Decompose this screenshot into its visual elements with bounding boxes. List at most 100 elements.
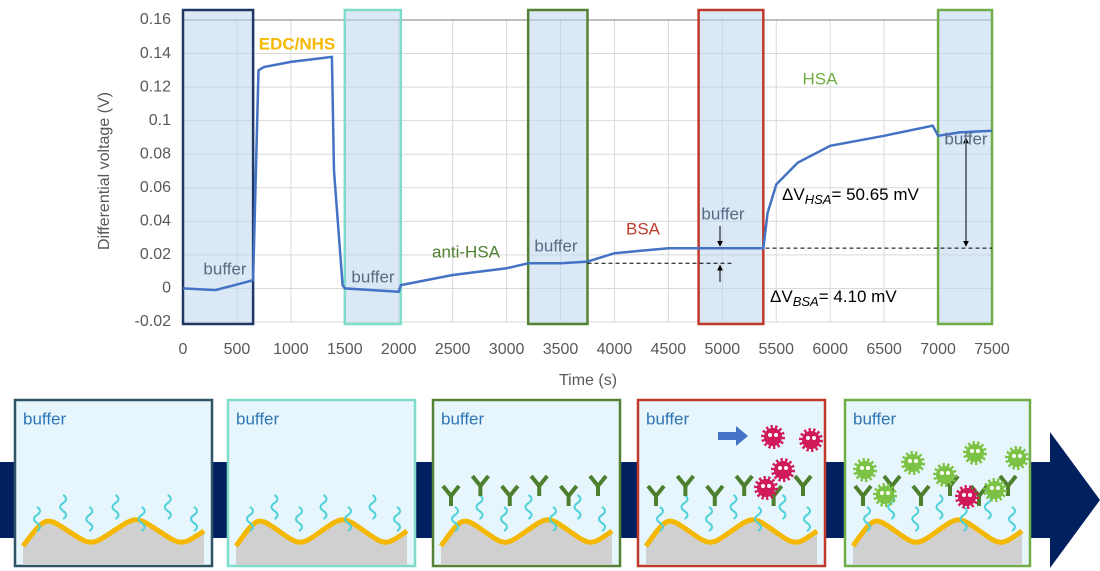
annotation: anti-HSA	[432, 242, 501, 261]
linker	[163, 494, 172, 520]
annotation: buffer	[701, 204, 745, 223]
y-tick-label: 0.1	[149, 112, 171, 129]
x-tick-label: 2000	[381, 341, 417, 358]
x-tick-label: 4500	[651, 341, 687, 358]
x-tick-label: 5500	[758, 341, 794, 358]
protein	[933, 463, 957, 487]
linker	[111, 494, 120, 520]
annotation: buffer	[534, 236, 578, 255]
x-axis-label: Time (s)	[559, 372, 617, 389]
protein-eye	[806, 436, 810, 440]
linker	[59, 494, 68, 520]
y-tick-label: -0.02	[135, 313, 172, 330]
antibody	[559, 484, 579, 506]
delta-prefix: ΔV	[770, 287, 793, 306]
protein-eye	[880, 491, 884, 495]
linker	[573, 494, 582, 520]
delta-subscript: BSA	[793, 294, 819, 309]
linker	[1008, 506, 1016, 532]
x-tick-label: 3500	[543, 341, 579, 358]
antibody	[500, 484, 520, 506]
antibody	[911, 484, 931, 506]
y-tick-label: 0.16	[140, 11, 171, 28]
linker	[190, 506, 198, 532]
linker	[803, 506, 811, 532]
protein-eye	[990, 486, 994, 490]
protein-eye	[778, 466, 782, 470]
annotation: buffer	[351, 267, 395, 286]
linker	[270, 494, 279, 520]
y-axis-label: Differential voltage (V)	[96, 92, 113, 250]
x-tick-label: 6000	[812, 341, 848, 358]
protein	[853, 458, 877, 482]
annotation: EDC/NHS	[259, 34, 336, 53]
panel-label: buffer	[853, 409, 897, 428]
protein-eye	[812, 436, 816, 440]
linker	[319, 494, 328, 520]
linker	[680, 494, 689, 520]
antibody	[588, 474, 608, 496]
linker	[524, 494, 533, 520]
antibody	[646, 484, 666, 506]
y-tick-label: 0.04	[140, 213, 171, 230]
delta-label: ΔVBSA= 4.10 mV	[770, 287, 897, 309]
protein-eye	[1012, 454, 1016, 458]
linker	[959, 506, 968, 532]
linker	[887, 494, 896, 520]
panel-label: buffer	[646, 409, 690, 428]
protein-eye	[996, 486, 1000, 490]
protein-eye	[761, 484, 765, 488]
protein-eye	[976, 449, 980, 453]
x-tick-label: 4000	[597, 341, 633, 358]
protein-eye	[768, 433, 772, 437]
protein	[873, 483, 897, 507]
antibody	[705, 484, 725, 506]
annotation: buffer	[944, 129, 988, 148]
linker	[778, 494, 787, 520]
panel-label: buffer	[441, 409, 485, 428]
x-tick-label: 3000	[489, 341, 525, 358]
protein-eye	[946, 471, 950, 475]
gold-surface	[643, 517, 819, 548]
protein-eye	[1018, 454, 1022, 458]
linker	[705, 506, 713, 532]
antibody	[470, 474, 490, 496]
x-tick-label: 0	[179, 341, 188, 358]
antibody	[675, 474, 695, 496]
linker	[137, 506, 146, 532]
antibody	[529, 474, 549, 496]
protein	[901, 451, 925, 475]
flow-arrow	[718, 426, 748, 446]
gold-surface	[233, 517, 409, 548]
antibody	[853, 484, 873, 506]
buffer-region	[526, 8, 589, 326]
linker	[598, 506, 606, 532]
protein-eye	[908, 459, 912, 463]
linker	[754, 506, 762, 532]
y-tick-label: 0.08	[140, 145, 171, 162]
buffer-region	[181, 8, 255, 326]
protein-eye	[968, 493, 972, 497]
linker	[729, 494, 738, 520]
linker	[656, 506, 664, 532]
linker	[935, 494, 944, 520]
linker	[549, 506, 557, 532]
linker	[246, 506, 254, 532]
protein	[754, 476, 778, 500]
panel-label: buffer	[236, 409, 280, 428]
signal-line	[182, 55, 993, 294]
x-tick-label: 1000	[273, 341, 309, 358]
annotation: BSA	[626, 219, 661, 238]
y-tick-label: 0	[162, 280, 171, 297]
protein	[983, 478, 1007, 502]
delta-prefix: ΔV	[782, 185, 805, 204]
delta-label: ΔVHSA= 50.65 mV	[782, 185, 920, 207]
protein	[761, 425, 785, 449]
protein	[799, 428, 823, 452]
annotation: buffer	[203, 259, 247, 278]
antibody	[734, 474, 754, 496]
buffer-region	[697, 8, 765, 326]
linker	[393, 506, 401, 532]
x-tick-label: 6500	[866, 341, 902, 358]
